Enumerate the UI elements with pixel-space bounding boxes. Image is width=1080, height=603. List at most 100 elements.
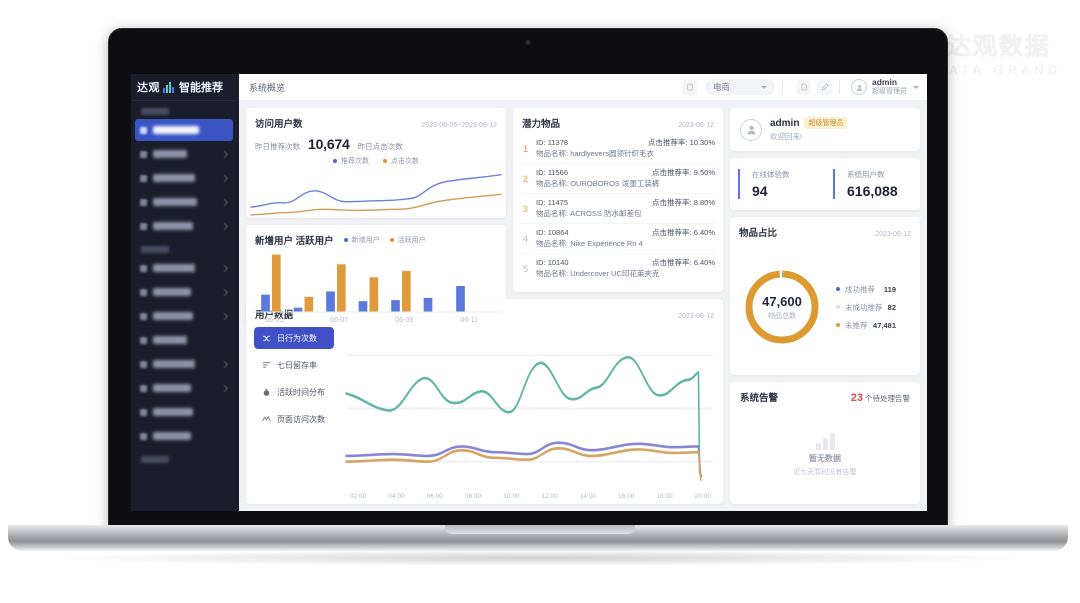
ratio-card-title: 物品占比 — [739, 228, 778, 239]
item-rate: 点击推荐率: 6.40% — [652, 258, 715, 268]
divider — [782, 80, 783, 94]
donut-total-caption: 物品总数 — [768, 312, 796, 320]
chevron-right-icon — [220, 222, 229, 230]
list-item[interactable]: 5 ID: 10140 点击推荐率: 6.40% 物品名称: Undercove… — [521, 254, 715, 284]
donut-legend: 成功推荐 119 未成功推荐 82 — [824, 277, 910, 338]
legend-label: 未推荐 — [845, 320, 868, 330]
laptop-shadow — [60, 550, 1020, 566]
legend-dot — [836, 305, 840, 309]
item-name: 物品名称: OUROBOROS 泼墨工装裤 — [536, 178, 660, 188]
user-data-body: 日行为次数 七日留存率 — [246, 321, 723, 504]
document-icon[interactable] — [796, 79, 811, 95]
watermark-en: DATA GRAND — [935, 63, 1062, 77]
sidebar-item-label — [153, 264, 195, 272]
avatar-icon — [851, 79, 867, 95]
x-tick: 06:00 — [426, 493, 443, 500]
edit-icon[interactable] — [817, 79, 832, 95]
sidebar-item-icon — [140, 288, 147, 296]
watermark-cn: 达观数据 — [946, 33, 1051, 60]
legend-item-success: 成功推荐 119 — [836, 284, 910, 295]
ratio-card-header: 物品占比 2023-06-12 — [730, 217, 920, 239]
item-rank: 2 — [522, 173, 528, 184]
legend-label: 点击次数 — [391, 158, 419, 165]
sidebar-item-4[interactable] — [135, 215, 233, 237]
legend-item-rec: 推荐次数 — [333, 156, 369, 166]
sidebar-item-12[interactable] — [135, 425, 233, 447]
list-item[interactable]: 2 ID: 11566 点击推荐率: 9.50% 物品名称: OUROBOROS… — [521, 164, 715, 194]
tab-page-visits[interactable]: 页面访问次数 — [254, 408, 334, 430]
users-card-header: 新增用户 活跃用户 新增用户 活跃用户 — [246, 225, 506, 247]
sidebar-item-7[interactable] — [135, 305, 233, 327]
item-rate: 点击推荐率: 10.30% — [647, 137, 715, 147]
sidebar-item-icon — [140, 150, 147, 158]
legend-item-failed: 未成功推荐 82 — [836, 302, 910, 313]
sidebar-item-label — [153, 198, 197, 206]
book-icon[interactable] — [682, 79, 697, 95]
x-tick: 20:00 — [694, 493, 711, 500]
x-tick: 04:00 — [388, 493, 405, 500]
sidebar-item-2[interactable] — [135, 167, 233, 189]
stat-online: 在线体验数 94 — [738, 169, 825, 199]
chevron-right-icon — [220, 312, 229, 320]
sidebar-item-icon — [140, 264, 147, 272]
legend-item-active: 活跃用户 — [389, 235, 426, 245]
app-select-value: 电商 — [713, 82, 731, 92]
empty-title: 暂无数据 — [809, 453, 841, 463]
sidebar-item-label — [153, 288, 191, 296]
top-header: 系统概览 电商 — [239, 74, 927, 101]
chevron-right-icon — [220, 264, 229, 272]
sidebar-item-10[interactable] — [135, 377, 233, 399]
tab-active-time[interactable]: 活跃时间分布 — [254, 381, 334, 403]
admin-name: admin — [770, 117, 800, 129]
item-rank: 3 — [522, 203, 528, 214]
legend-item-click: 点击次数 — [383, 156, 419, 166]
users-bar-chart: 06-05 06-07 06-09 06-11 — [246, 247, 506, 325]
system-alarm-card: 系统告警 23 个待处理告警 暂无数据 — [730, 382, 920, 504]
sidebar-item-label — [153, 336, 187, 344]
user-data-tabs: 日行为次数 七日留存率 — [254, 325, 334, 500]
sidebar-item-5[interactable] — [135, 257, 233, 279]
tab-daily-behavior[interactable]: 日行为次数 — [254, 327, 334, 349]
empty-state: 暂无数据 近七天暂时没有告警 — [730, 404, 920, 504]
kpi-click-label: 昨日点击次数 — [357, 142, 403, 151]
sidebar-item-icon — [140, 408, 147, 416]
app-logo[interactable]: 达观 智能推荐 — [131, 74, 239, 101]
screen: 达观 智能推荐 — [131, 74, 927, 511]
app-select[interactable]: 电商 — [705, 79, 775, 95]
logo-text-sub: 智能推荐 — [179, 82, 223, 94]
list-item[interactable]: 1 ID: 11378 点击推荐率: 10.30% 物品名称: hardlyev… — [521, 134, 715, 164]
item-body: ID: 11475 点击推荐率: 8.80% 物品名称: ACROSS 防水邮差… — [536, 198, 715, 220]
sidebar-item-8[interactable] — [135, 329, 233, 351]
logo-bars-icon — [163, 81, 176, 93]
visits-card: 访问用户数 2023-06-05~2023-06-12 昨日推荐次数 10,67… — [246, 108, 506, 218]
x-tick: 16:00 — [618, 493, 635, 500]
tab-retention[interactable]: 七日留存率 — [254, 354, 334, 376]
chevron-right-icon — [220, 150, 229, 158]
items-card-date: 2023-06-12 — [678, 122, 714, 129]
tab-label: 页面访问次数 — [277, 414, 325, 424]
sidebar-item-0[interactable] — [135, 119, 233, 141]
item-rank: 5 — [522, 264, 528, 274]
legend-label: 新增用户 — [351, 237, 380, 244]
list-item[interactable]: 3 ID: 11475 点击推荐率: 8.80% 物品名称: ACROSS 防水… — [521, 194, 715, 224]
user-name: admin — [872, 77, 898, 88]
visits-line-chart — [246, 166, 506, 218]
status-badge: 超级管理员 — [804, 117, 848, 129]
sidebar-item-6[interactable] — [135, 281, 233, 303]
list-item[interactable]: 4 ID: 10864 点击推荐率: 6.40% 物品名称: Nike Expe… — [521, 224, 715, 254]
item-name: 物品名称: hardlyevers圆领针织毛衣 — [536, 148, 654, 158]
sidebar-item-1[interactable] — [135, 143, 233, 165]
user-data-date: 2023-06-12 — [678, 313, 714, 320]
sidebar-item-9[interactable] — [135, 353, 233, 375]
sidebar-item-label — [153, 126, 199, 134]
sidebar-item-11[interactable] — [135, 401, 233, 423]
user-data-header: 用户数据 2023-06-12 — [246, 299, 723, 321]
legend-label: 活跃用户 — [397, 237, 426, 244]
legend-dot — [389, 238, 394, 242]
item-line-1: ID: 10864 点击推荐率: 6.40% — [536, 228, 715, 239]
sidebar-item-label — [153, 408, 193, 416]
user-menu[interactable]: admin 超级管理员 — [851, 77, 919, 96]
admin-welcome: 欢迎回来! — [770, 132, 803, 141]
sidebar-item-3[interactable] — [135, 191, 233, 213]
